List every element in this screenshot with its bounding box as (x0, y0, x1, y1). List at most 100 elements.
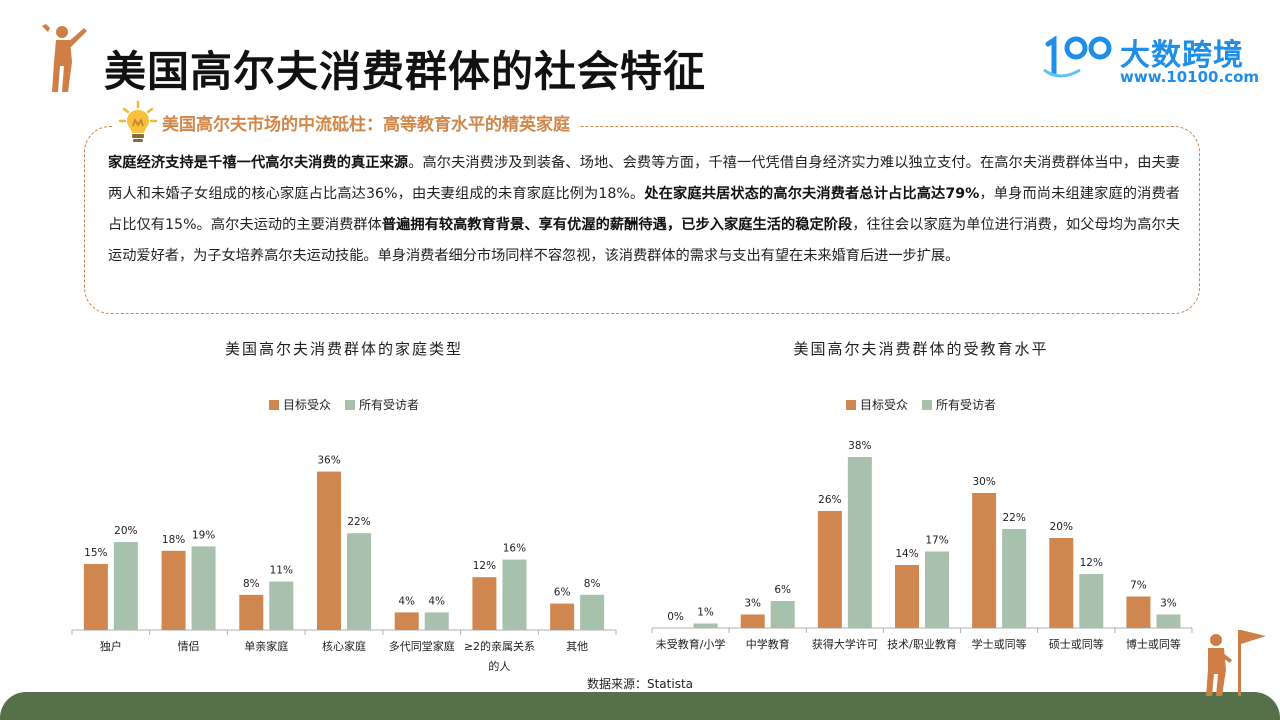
bar-target (895, 565, 919, 628)
bar-target (740, 614, 765, 628)
legend-item-target: 目标受众 (845, 396, 908, 413)
bar-target (472, 577, 497, 630)
x-tick-label: 中学教育 (746, 637, 790, 651)
bar-all (502, 559, 527, 630)
bar-all (693, 623, 718, 628)
data-label: 22% (347, 516, 370, 528)
callout-paragraph: 家庭经济支持是千禧一代高尔夫消费的真正来源。高尔夫消费涉及到装备、场地、会费等方… (108, 148, 1180, 272)
x-tick-label: 多代同堂家庭 (389, 639, 455, 653)
bar-all (191, 546, 216, 630)
callout-header: 美国高尔夫市场的中流砥柱：高等教育水平的精英家庭 (112, 100, 578, 144)
data-label: 26% (818, 494, 841, 506)
data-label: 38% (848, 440, 871, 452)
data-label: 22% (1002, 512, 1025, 524)
data-source: 数据来源：Statista (586, 677, 694, 691)
bar-target (161, 550, 186, 630)
data-label: 7% (1130, 580, 1147, 592)
data-label: 6% (774, 584, 791, 596)
data-label: 30% (972, 476, 995, 488)
callout-highlight: 普遍拥有较高教育背景、享有优渥的薪酬待遇，已步入家庭生活的稳定阶段 (381, 217, 853, 233)
bar-all (1079, 574, 1104, 628)
legend-swatch-target (268, 399, 279, 410)
data-label: 18% (162, 534, 185, 546)
legend-swatch-target (845, 399, 856, 410)
callout-text: 。高尔夫消费涉及到装备、场地、会费等方面，千禧一代凭借自身经济实力难以独立支付。… (108, 155, 1180, 202)
bar-all (1002, 529, 1027, 628)
x-tick-label: 其他 (566, 640, 588, 653)
data-label: 14% (895, 548, 918, 560)
data-label: 8% (243, 578, 260, 590)
logo-mark-icon (1043, 35, 1112, 78)
callout-highlight: 处在家庭共居状态的高尔夫消费者总计占比高达79% (644, 186, 980, 202)
bar-target (972, 493, 997, 628)
footer-band (0, 692, 1280, 720)
lightbulb-icon (118, 100, 158, 142)
bar-target (1126, 596, 1151, 628)
legend-item-all: 所有受访者 (922, 396, 996, 413)
x-tick-label: 获得大学许可 (812, 637, 878, 651)
callout-box (84, 126, 1200, 314)
legend-label-target: 目标受众 (282, 398, 331, 412)
legend-label-all: 所有受访者 (359, 398, 420, 412)
data-label: 20% (1050, 521, 1073, 533)
bar-all (113, 542, 138, 630)
data-label: 16% (503, 543, 526, 555)
bar-target (394, 612, 419, 630)
data-label: 3% (1160, 598, 1177, 610)
bar-all (269, 581, 294, 630)
x-tick-label: 的人 (488, 659, 510, 673)
data-label: 15% (84, 547, 107, 559)
legend-item-all: 所有受访者 (345, 396, 419, 413)
x-tick-label: 单亲家庭 (244, 639, 288, 653)
x-tick-label: 技术/职业教育 (887, 637, 957, 651)
brand-logo[interactable]: 大数跨境 www.10100.com (1040, 30, 1260, 90)
bar-target (817, 511, 842, 628)
data-label: 19% (192, 529, 215, 541)
chart-education-level: 美国高尔夫消费群体的受教育水平 目标受众 所有受访者 0% 1% 未受教育/小学 3%… (646, 338, 1196, 678)
x-tick-label: 情侣 (178, 639, 200, 653)
logo-name: 大数跨境 (1120, 38, 1244, 73)
bar-target (550, 603, 575, 630)
x-tick-label: 博士或同等 (1126, 637, 1181, 651)
chart-title: 美国高尔夫消费群体的受教育水平 (793, 340, 1049, 358)
data-label: 4% (428, 595, 445, 607)
data-label: 1% (697, 607, 714, 619)
x-tick-label: 学士或同等 (972, 637, 1027, 651)
bar-target (239, 594, 264, 630)
chart-legend: 目标受众 所有受访者 (646, 396, 1196, 413)
x-tick-label: 硕士或同等 (1049, 637, 1104, 651)
data-label: 0% (667, 611, 684, 623)
bar-target (83, 564, 108, 630)
data-label: 11% (270, 565, 293, 577)
bar-all (580, 594, 605, 630)
data-label: 4% (398, 595, 415, 607)
x-tick-label: 核心家庭 (322, 639, 366, 653)
golfer-icon (42, 24, 87, 92)
callout-title: 美国高尔夫市场的中流砥柱：高等教育水平的精英家庭 (162, 114, 570, 135)
callout-highlight: 家庭经济支持是千禧一代高尔夫消费的真正来源 (108, 155, 409, 171)
data-label: 20% (114, 525, 137, 537)
chart-plot: 0% 1% 未受教育/小学 3% 6% 中学教育 26% 38% 获得大学许可 14% 17% 技术/… (651, 440, 1193, 651)
x-tick-label: 未受教育/小学 (656, 637, 726, 651)
page-title: 美国高尔夫消费群体的社会特征 (104, 47, 707, 96)
logo-url[interactable]: www.10100.com (1120, 68, 1260, 86)
bar-all (1156, 614, 1181, 628)
callout-text: ，往往会以家庭为单位进行消费，如父母均为高尔夫运动爱好者，为子女培养高尔夫运动技… (108, 217, 1180, 264)
callout-text: ，单身而尚未组建家庭的消费者占比仅有15%。高尔夫运动的主要消费群体 (108, 186, 1180, 233)
bar-all (770, 601, 795, 628)
chart-family-type: 美国高尔夫消费群体的家庭类型 目标受众 所有受访者 15% 20% 独户 18% 19%… (58, 338, 630, 678)
bar-all (347, 533, 371, 630)
data-label: 3% (744, 598, 761, 610)
legend-swatch-all (922, 399, 932, 410)
chart-plot: 15% 20% 独户 18% 19% 情侣 8% 11% 单亲家庭 36% 22% 核心家庭 4% 4% 多… (71, 455, 617, 673)
legend-label-target: 目标受众 (859, 398, 908, 412)
bar-all (847, 457, 872, 628)
data-label: 6% (554, 587, 571, 599)
chart-title: 美国高尔夫消费群体的家庭类型 (224, 340, 463, 358)
bar-all (424, 612, 449, 630)
chart-legend: 目标受众 所有受访者 (58, 396, 630, 413)
data-label: 12% (1080, 557, 1103, 569)
legend-swatch-all (345, 399, 355, 410)
x-tick-label: ≥2的亲属关系 (464, 639, 535, 653)
data-label: 17% (925, 535, 948, 547)
